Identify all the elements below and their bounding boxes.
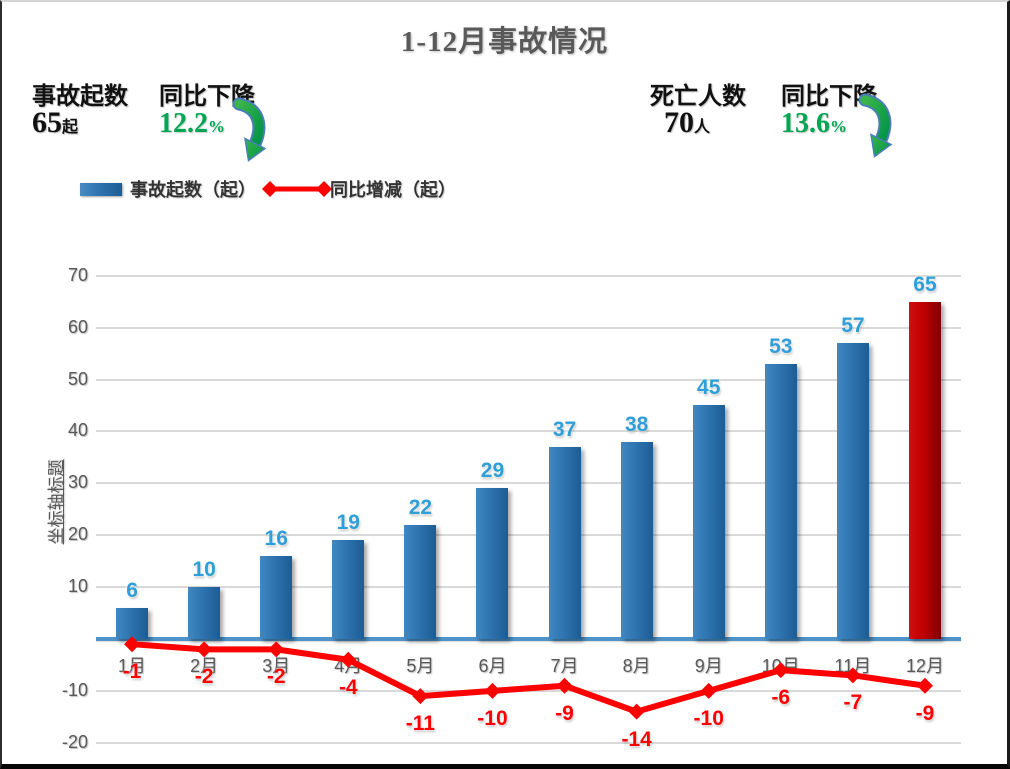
x-axis-label: 6月 [478, 656, 507, 676]
bar [332, 540, 365, 639]
deaths-value-unit: 人 [694, 119, 711, 136]
bar [836, 343, 869, 639]
line-value-label: -2 [194, 665, 214, 689]
legend: 事故起数（起） 同比增减（起） [80, 176, 456, 202]
accidents-label: 事故起数 [32, 84, 128, 110]
y-axis-tick-label: 40 [67, 420, 88, 441]
legend-bar-swatch-icon [80, 182, 122, 196]
accidents-value-unit: 起 [62, 119, 79, 136]
deaths-trend-unit: % [830, 117, 847, 136]
bar [620, 441, 653, 639]
bar [260, 555, 293, 639]
x-axis-zero-line [96, 637, 961, 641]
legend-line-label: 同比增减（起） [330, 180, 456, 200]
down-arrow-icon [858, 93, 893, 158]
bar-value-label: 65 [913, 272, 937, 296]
y-axis-tick-label: 20 [67, 524, 88, 545]
y-axis-tick-label: 10 [67, 576, 88, 597]
gridline [96, 741, 961, 744]
line-value-label: -9 [915, 701, 935, 725]
x-axis-label: 7月 [550, 656, 579, 676]
line-value-label: -14 [621, 727, 652, 751]
x-axis-label: 8月 [622, 656, 651, 676]
y-axis-tick-label: -10 [61, 679, 88, 700]
bar-value-label: 57 [841, 314, 865, 338]
bar [116, 607, 149, 639]
x-axis-label: 12月 [905, 656, 944, 676]
deaths-label: 死亡人数 [650, 84, 746, 110]
legend-bar-label: 事故起数（起） [130, 180, 256, 200]
bar [548, 446, 581, 639]
bar-value-label: 53 [769, 334, 793, 358]
x-axis-label: 9月 [694, 656, 723, 676]
bar-value-label: 38 [624, 412, 649, 436]
accidents-value: 65起 [32, 106, 78, 140]
bar-value-label: 6 [126, 578, 138, 602]
bar-value-label: 37 [552, 417, 577, 441]
bar-value-label: 19 [336, 511, 360, 535]
bar [692, 405, 725, 639]
gridline [96, 378, 961, 381]
data-point-marker-icon [628, 703, 645, 720]
line-value-label: -9 [555, 701, 574, 725]
line-value-label: -11 [405, 712, 435, 736]
down-arrow-icon [232, 97, 267, 162]
x-axis-label: 4月 [334, 656, 363, 676]
bar-highlighted [908, 301, 941, 639]
gridline [96, 586, 961, 589]
line-value-label: -10 [477, 706, 508, 730]
deaths-trend-value: 13.6% [781, 108, 847, 140]
gridline [96, 430, 961, 433]
line-value-label: -2 [266, 665, 286, 689]
bar-value-label: 22 [408, 495, 433, 519]
y-axis-tick-label: 50 [67, 368, 88, 389]
line-value-label: -7 [843, 691, 863, 715]
line-value-label: -6 [771, 686, 791, 710]
line-value-label: -4 [338, 675, 358, 699]
line-value-label: -1 [122, 660, 142, 684]
deaths-value-number: 70 [664, 106, 694, 139]
gridline [96, 274, 961, 277]
y-axis-tick-label: 60 [67, 316, 88, 337]
accidents-value-number: 65 [32, 106, 62, 139]
gridline [96, 326, 961, 329]
x-axis-label: 10月 [761, 656, 800, 676]
gridline [96, 482, 961, 485]
deaths-trend-number: 13.6 [781, 108, 830, 139]
y-axis-tick-label: 70 [67, 264, 88, 285]
page-title: 1-12月事故情况 [400, 26, 609, 58]
bar [188, 587, 221, 639]
x-axis-label: 11月 [834, 656, 872, 676]
deaths-value: 70人 [664, 106, 710, 140]
x-axis-label: 5月 [406, 656, 435, 676]
bar-value-label: 16 [264, 526, 288, 550]
legend-line-icon [262, 181, 332, 197]
bar-value-label: 10 [192, 558, 216, 582]
accidents-trend-unit: % [208, 117, 225, 136]
gridline [96, 534, 961, 537]
bar-value-label: 45 [697, 376, 721, 400]
accidents-trend-number: 12.2 [159, 108, 208, 139]
y-axis-tick-label: 30 [67, 472, 88, 493]
bar [404, 524, 437, 639]
bar [764, 363, 797, 639]
bar [476, 488, 509, 639]
y-axis-tick-label: -20 [61, 731, 88, 752]
line-value-label: -10 [693, 706, 724, 730]
accidents-trend-value: 12.2% [159, 108, 225, 140]
bar-value-label: 29 [480, 459, 505, 483]
